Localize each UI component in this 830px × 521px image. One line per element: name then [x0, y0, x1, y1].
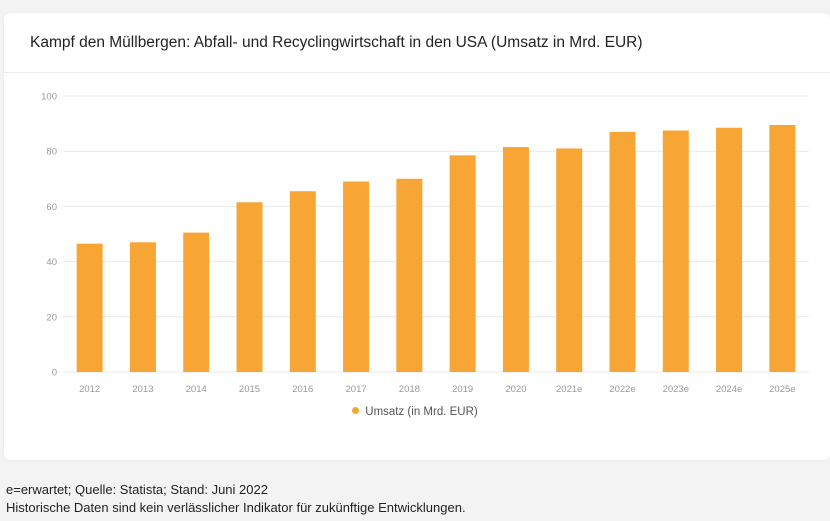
bar-2017[interactable] — [343, 181, 370, 372]
bar-2023e[interactable] — [662, 130, 689, 373]
bar-2025e[interactable] — [769, 124, 796, 372]
x-tick-label: 2024e — [716, 384, 742, 395]
bar-2022e[interactable] — [609, 131, 636, 372]
legend-marker — [352, 407, 360, 414]
x-tick-label: 2019 — [452, 384, 473, 395]
bar-2019[interactable] — [449, 155, 476, 372]
bar-2013[interactable] — [129, 242, 156, 372]
x-tick-label: 2016 — [292, 384, 313, 395]
x-tick-label: 2014 — [186, 384, 207, 395]
legend-label: Umsatz (in Mrd. EUR) — [365, 406, 478, 418]
bar-2021e[interactable] — [556, 148, 583, 372]
x-axis-ticks: 2012 2013 2014 2015 2016 2017 2018 2019 2020 2021… — [79, 384, 795, 395]
y-tick-label: 20 — [46, 312, 57, 323]
y-tick-label: 60 — [46, 202, 57, 213]
bar-2014[interactable] — [183, 232, 210, 372]
bar-2015[interactable] — [236, 202, 263, 372]
y-axis-ticks: 0 20 40 60 80 100 — [41, 92, 57, 379]
x-tick-label: 2017 — [346, 384, 367, 395]
x-tick-label: 2023e — [663, 384, 689, 395]
x-tick-label: 2013 — [132, 384, 153, 395]
bars — [76, 124, 796, 373]
bar-2016[interactable] — [289, 191, 316, 372]
y-tick-label: 0 — [52, 368, 57, 379]
x-tick-label: 2012 — [79, 384, 100, 395]
title-divider — [4, 72, 830, 73]
bar-2024e[interactable] — [716, 127, 743, 373]
x-tick-label: 2021e — [556, 384, 582, 395]
bar-2020[interactable] — [502, 147, 529, 372]
x-tick-label: 2018 — [399, 384, 420, 395]
footnote-disclaimer: Historische Daten sind kein verlässliche… — [6, 500, 466, 515]
x-tick-label: 2025e — [769, 384, 795, 395]
y-tick-label: 100 — [41, 92, 57, 103]
x-tick-label: 2015 — [239, 384, 260, 395]
footnote-source: e=erwartet; Quelle: Statista; Stand: Jun… — [6, 482, 268, 497]
bar-2018[interactable] — [396, 178, 423, 372]
grid-lines — [63, 95, 809, 373]
x-tick-label: 2022e — [609, 384, 635, 395]
legend[interactable]: Umsatz (in Mrd. EUR) — [0, 406, 830, 418]
x-tick-label: 2020 — [505, 384, 526, 395]
bar-2012[interactable] — [76, 243, 103, 372]
y-tick-label: 80 — [46, 147, 57, 158]
chart-title: Kampf den Müllbergen: Abfall- und Recycl… — [30, 34, 643, 51]
y-tick-label: 40 — [46, 257, 57, 268]
